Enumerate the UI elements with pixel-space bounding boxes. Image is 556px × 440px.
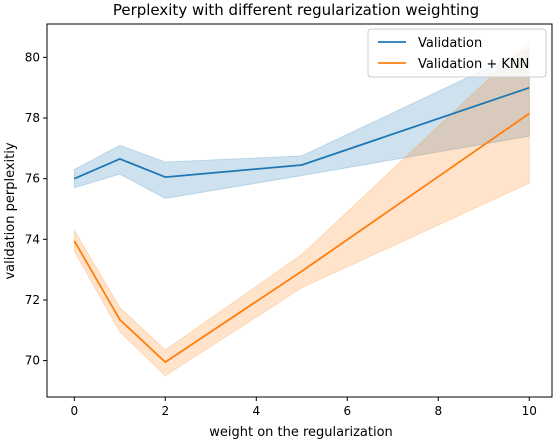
legend-label-validation: Validation	[418, 36, 482, 51]
x-tick-label: 10	[522, 404, 537, 418]
series-line-0	[73, 86, 530, 180]
legend: Validation Validation + KNN	[367, 28, 547, 78]
y-axis-ticks: 70 72 74 76 78 80	[25, 50, 47, 368]
chart-title: Perplexity with different regularization…	[113, 1, 479, 19]
confidence-band-0	[73, 47, 530, 199]
x-tick-label: 8	[434, 404, 442, 418]
series-line-1	[73, 112, 530, 364]
series-lines	[73, 86, 530, 364]
x-tick-label: 4	[252, 404, 260, 418]
x-tick-label: 6	[343, 404, 351, 418]
y-tick-label: 72	[25, 293, 40, 307]
x-tick-label: 0	[70, 404, 78, 418]
plot-frame	[46, 23, 553, 398]
x-tick-label: 2	[161, 404, 169, 418]
y-tick-label: 70	[25, 354, 40, 368]
legend-box	[367, 28, 547, 78]
y-tick-label: 78	[25, 111, 40, 125]
y-axis-label: validation perplexitiy	[3, 142, 18, 279]
y-tick-label: 74	[25, 232, 40, 246]
legend-label-validation-knn: Validation + KNN	[418, 57, 529, 72]
x-axis-ticks: 0 2 4 6 8 10	[70, 397, 537, 418]
y-tick-label: 80	[25, 50, 40, 64]
x-axis-label: weight on the regularization	[209, 425, 393, 440]
y-tick-label: 76	[25, 172, 40, 186]
confidence-band-1	[73, 39, 530, 377]
confidence-bands	[73, 39, 530, 377]
